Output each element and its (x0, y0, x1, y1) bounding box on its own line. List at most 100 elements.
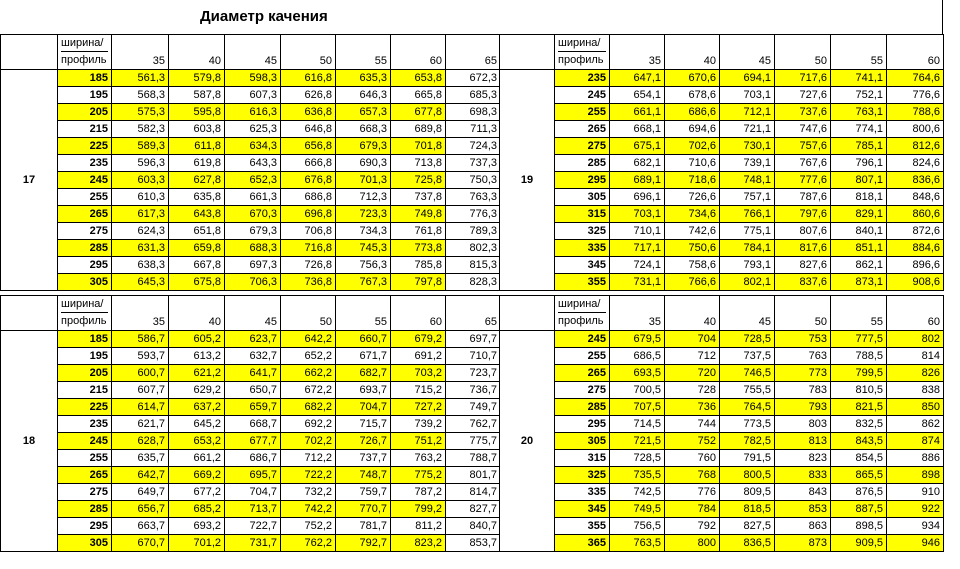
diameter-cell[interactable]: 742,6 (664, 222, 720, 240)
diameter-cell[interactable]: 884,6 (886, 239, 944, 257)
diameter-cell[interactable]: 898,5 (830, 517, 887, 535)
diameter-cell[interactable]: 697,3 (224, 256, 281, 274)
diameter-cell[interactable]: 703,1 (609, 205, 665, 223)
diameter-cell[interactable]: 807,6 (774, 222, 831, 240)
tire-width-cell[interactable]: 245 (57, 171, 112, 189)
diameter-cell[interactable]: 797,6 (774, 205, 831, 223)
diameter-cell[interactable]: 782,5 (719, 432, 775, 450)
diameter-cell[interactable]: 756,3 (335, 256, 391, 274)
diameter-cell[interactable]: 756,5 (609, 517, 665, 535)
diameter-cell[interactable]: 763,2 (390, 449, 446, 467)
diameter-cell[interactable]: 656,8 (280, 137, 336, 155)
tire-width-cell[interactable]: 365 (554, 534, 610, 552)
diameter-cell[interactable]: 610,3 (111, 188, 169, 206)
diameter-cell[interactable]: 801,7 (445, 466, 501, 484)
diameter-cell[interactable]: 807,1 (830, 171, 887, 189)
diameter-cell[interactable]: 649,7 (111, 483, 169, 501)
tire-width-cell[interactable]: 275 (57, 222, 112, 240)
diameter-cell[interactable]: 840,1 (830, 222, 887, 240)
diameter-cell[interactable]: 600,7 (111, 364, 169, 382)
diameter-cell[interactable]: 731,1 (609, 273, 665, 291)
diameter-cell[interactable]: 607,7 (111, 381, 169, 399)
diameter-cell[interactable]: 811,2 (390, 517, 446, 535)
tire-width-cell[interactable]: 305 (57, 534, 112, 552)
diameter-cell[interactable]: 833 (774, 466, 831, 484)
diameter-cell[interactable]: 694,1 (719, 69, 775, 87)
diameter-cell[interactable]: 659,8 (168, 239, 225, 257)
diameter-cell[interactable]: 627,8 (168, 171, 225, 189)
diameter-cell[interactable]: 854,5 (830, 449, 887, 467)
diameter-cell[interactable]: 677,8 (390, 103, 446, 121)
diameter-cell[interactable]: 621,2 (168, 364, 225, 382)
diameter-cell[interactable]: 712,3 (335, 188, 391, 206)
diameter-cell[interactable]: 611,8 (168, 137, 225, 155)
diameter-cell[interactable]: 579,8 (168, 69, 225, 87)
diameter-cell[interactable]: 677,7 (224, 432, 281, 450)
diameter-cell[interactable]: 793,1 (719, 256, 775, 274)
tire-width-cell[interactable]: 285 (57, 239, 112, 257)
diameter-cell[interactable]: 785,8 (390, 256, 446, 274)
diameter-cell[interactable]: 617,3 (111, 205, 169, 223)
diameter-cell[interactable]: 814,7 (445, 483, 501, 501)
tire-width-cell[interactable]: 305 (57, 273, 112, 291)
diameter-cell[interactable]: 862 (886, 415, 944, 433)
diameter-cell[interactable]: 678,6 (664, 86, 720, 104)
diameter-cell[interactable]: 672,2 (280, 381, 336, 399)
tire-width-cell[interactable]: 335 (554, 239, 610, 257)
tire-width-cell[interactable]: 245 (57, 432, 112, 450)
diameter-cell[interactable]: 650,7 (224, 381, 281, 399)
diameter-cell[interactable]: 909,5 (830, 534, 887, 552)
diameter-cell[interactable]: 696,8 (280, 205, 336, 223)
diameter-cell[interactable]: 595,8 (168, 103, 225, 121)
diameter-cell[interactable]: 784 (664, 500, 720, 518)
diameter-cell[interactable]: 722,7 (224, 517, 281, 535)
diameter-cell[interactable]: 767,3 (335, 273, 391, 291)
diameter-cell[interactable]: 652,2 (280, 347, 336, 365)
diameter-cell[interactable]: 763,3 (445, 188, 501, 206)
diameter-cell[interactable]: 742,2 (280, 500, 336, 518)
diameter-cell[interactable]: 586,7 (111, 330, 169, 348)
diameter-cell[interactable]: 796,1 (830, 154, 887, 172)
diameter-cell[interactable]: 730,1 (719, 137, 775, 155)
diameter-cell[interactable]: 625,3 (224, 120, 281, 138)
diameter-cell[interactable]: 672,3 (445, 69, 501, 87)
diameter-cell[interactable]: 646,8 (280, 120, 336, 138)
diameter-cell[interactable]: 642,2 (280, 330, 336, 348)
diameter-cell[interactable]: 662,2 (280, 364, 336, 382)
diameter-cell[interactable]: 843 (774, 483, 831, 501)
diameter-cell[interactable]: 637,2 (168, 398, 225, 416)
tire-width-cell[interactable]: 195 (57, 86, 112, 104)
diameter-cell[interactable]: 660,7 (335, 330, 391, 348)
diameter-cell[interactable]: 575,3 (111, 103, 169, 121)
diameter-cell[interactable]: 707,5 (609, 398, 665, 416)
diameter-cell[interactable]: 616,3 (224, 103, 281, 121)
diameter-cell[interactable]: 767,6 (774, 154, 831, 172)
diameter-cell[interactable]: 789,3 (445, 222, 501, 240)
diameter-cell[interactable]: 742,5 (609, 483, 665, 501)
diameter-cell[interactable]: 711,3 (445, 120, 501, 138)
diameter-cell[interactable]: 668,3 (335, 120, 391, 138)
diameter-cell[interactable]: 799,5 (830, 364, 887, 382)
diameter-cell[interactable]: 739,2 (390, 415, 446, 433)
diameter-cell[interactable]: 887,5 (830, 500, 887, 518)
tire-width-cell[interactable]: 235 (554, 69, 610, 87)
tire-width-cell[interactable]: 355 (554, 273, 610, 291)
diameter-cell[interactable]: 762,2 (280, 534, 336, 552)
diameter-cell[interactable]: 695,7 (224, 466, 281, 484)
diameter-cell[interactable]: 670,3 (224, 205, 281, 223)
tire-width-cell[interactable]: 245 (554, 86, 610, 104)
diameter-cell[interactable]: 693,7 (335, 381, 391, 399)
diameter-cell[interactable]: 607,3 (224, 86, 281, 104)
diameter-cell[interactable]: 698,3 (445, 103, 501, 121)
diameter-cell[interactable]: 677,2 (168, 483, 225, 501)
diameter-cell[interactable]: 850 (886, 398, 944, 416)
diameter-cell[interactable]: 726,8 (280, 256, 336, 274)
diameter-cell[interactable]: 766,1 (719, 205, 775, 223)
diameter-cell[interactable]: 749,7 (445, 398, 501, 416)
diameter-cell[interactable]: 643,3 (224, 154, 281, 172)
diameter-cell[interactable]: 653,2 (168, 432, 225, 450)
tire-width-cell[interactable]: 345 (554, 256, 610, 274)
diameter-cell[interactable]: 800 (664, 534, 720, 552)
tire-width-cell[interactable]: 345 (554, 500, 610, 518)
diameter-cell[interactable]: 626,8 (280, 86, 336, 104)
